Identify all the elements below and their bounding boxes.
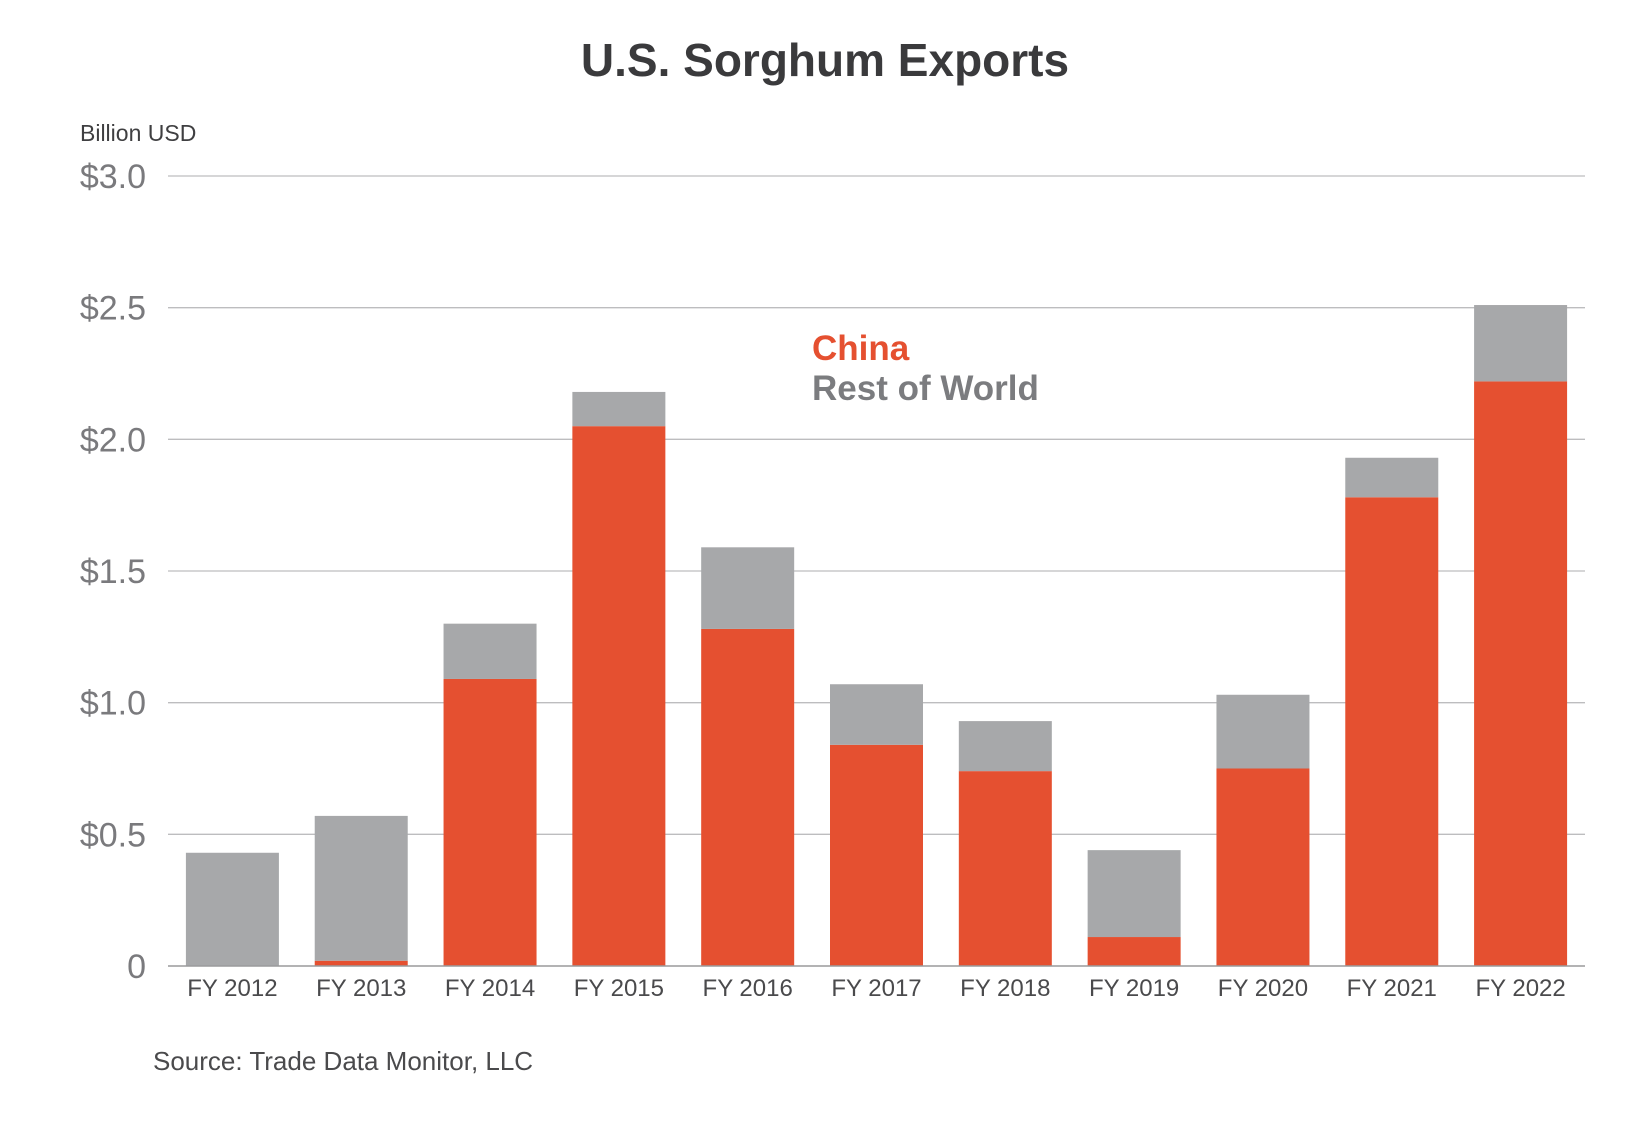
x-tick-label: FY 2022 [1475, 975, 1565, 1002]
legend-item-china: China [812, 329, 910, 368]
y-tick-label: $0.5 [80, 816, 146, 854]
x-tick-label: FY 2017 [831, 975, 921, 1002]
bar-group [443, 623, 537, 966]
x-tick-label: FY 2015 [574, 975, 664, 1002]
bar-rest-of-world [443, 623, 537, 679]
y-tick-label: $2.5 [80, 290, 146, 328]
x-tick-label: FY 2012 [187, 975, 277, 1002]
bar-china [701, 628, 795, 966]
y-tick-label: 0 [127, 948, 146, 986]
bar-china [1216, 768, 1310, 966]
x-tick-label: FY 2020 [1218, 975, 1308, 1002]
bar-group [185, 852, 279, 966]
y-tick-label: $1.5 [80, 553, 146, 591]
bar-group [572, 391, 666, 967]
x-tick-label: FY 2016 [703, 975, 793, 1002]
y-axis-unit-label: Billion USD [80, 120, 196, 146]
x-tick-label: FY 2019 [1089, 975, 1179, 1002]
x-tick-label: FY 2021 [1347, 975, 1437, 1002]
bar-group [1087, 850, 1181, 966]
bar-china [830, 744, 923, 966]
legend-item-rest-of-world: Rest of World [812, 369, 1039, 408]
bar-group [830, 684, 923, 966]
bar-rest-of-world [1345, 457, 1439, 498]
bar-group [1216, 694, 1310, 966]
bar-rest-of-world [958, 721, 1052, 772]
bar-rest-of-world [572, 391, 666, 427]
y-tick-label: $2.0 [80, 421, 146, 459]
bar-rest-of-world [1474, 305, 1568, 382]
bar-group [958, 721, 1052, 966]
bars [185, 305, 1568, 967]
bar-group [314, 815, 408, 966]
bar-group [1345, 457, 1439, 966]
y-axis-tick-labels: 0 $0.5 $1.0 $1.5 $2.0 $2.5 $3.0 [80, 158, 146, 986]
bar-group [701, 547, 795, 966]
y-tick-label: $1.0 [80, 685, 146, 723]
legend: China Rest of World [812, 329, 1039, 408]
bar-rest-of-world [830, 684, 923, 745]
bar-rest-of-world [1087, 850, 1181, 938]
bar-china [314, 960, 408, 966]
bar-china [958, 771, 1052, 966]
bar-rest-of-world [314, 815, 408, 961]
bar-china [443, 678, 537, 966]
source-note: Source: Trade Data Monitor, LLC [153, 1046, 533, 1076]
y-tick-label: $3.0 [80, 158, 146, 196]
bar-group [1474, 305, 1568, 966]
bar-rest-of-world [185, 852, 279, 966]
bar-china [1345, 497, 1439, 966]
x-tick-label: FY 2013 [316, 975, 406, 1002]
bar-china [572, 426, 666, 967]
x-tick-label: FY 2014 [445, 975, 535, 1002]
bar-rest-of-world [701, 547, 795, 629]
bar-china [1474, 381, 1568, 966]
bar-china [1087, 937, 1181, 966]
chart-title: U.S. Sorghum Exports [581, 34, 1069, 86]
bar-rest-of-world [1216, 694, 1310, 769]
x-tick-label: FY 2018 [960, 975, 1050, 1002]
x-axis-tick-labels: FY 2012 FY 2013 FY 2014 FY 2015 FY 2016 FY 20… [187, 975, 1565, 1002]
